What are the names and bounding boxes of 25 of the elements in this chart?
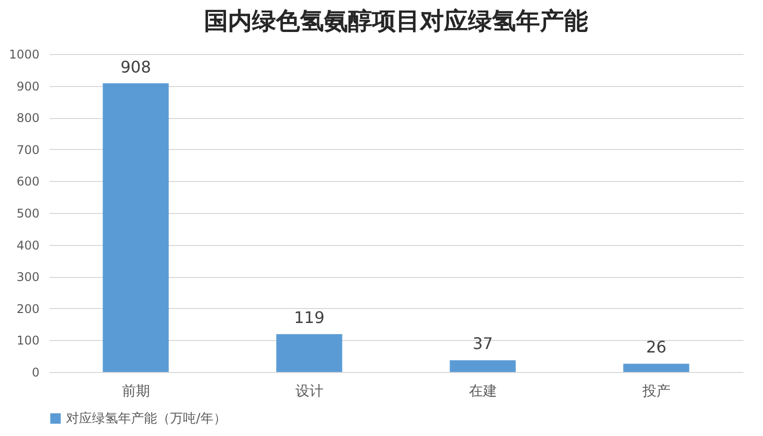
y-tick-label: 900: [16, 79, 40, 94]
x-tick-label: 投产: [641, 384, 670, 400]
y-tick-label: 1000: [8, 48, 40, 62]
data-label: 37: [472, 334, 493, 354]
y-tick-label: 700: [16, 142, 40, 157]
bar: [450, 360, 516, 372]
x-tick-label: 前期: [122, 384, 150, 400]
chart-title: 国内绿色氢氨醇项目对应绿氢年产能: [204, 7, 588, 35]
y-tick-label: 200: [16, 302, 40, 316]
data-label: 119: [294, 308, 325, 328]
x-tick-label: 在建: [468, 384, 497, 400]
y-tick-label: 600: [16, 174, 40, 189]
y-tick-label: 500: [16, 206, 40, 220]
bar: [102, 83, 169, 372]
y-tick-label: 0: [32, 366, 40, 380]
bar: [276, 334, 342, 372]
data-label: 26: [646, 338, 666, 357]
data-label: 908: [120, 57, 152, 76]
bar: [623, 364, 690, 372]
y-tick-label: 800: [16, 111, 40, 126]
x-tick-label: 设计: [295, 384, 324, 400]
y-tick-label: 400: [16, 238, 40, 252]
y-tick-label: 300: [16, 270, 40, 284]
legend-label: 对应绿氢年产能（万吨/年）: [66, 410, 226, 426]
y-tick-label: 100: [16, 334, 40, 348]
